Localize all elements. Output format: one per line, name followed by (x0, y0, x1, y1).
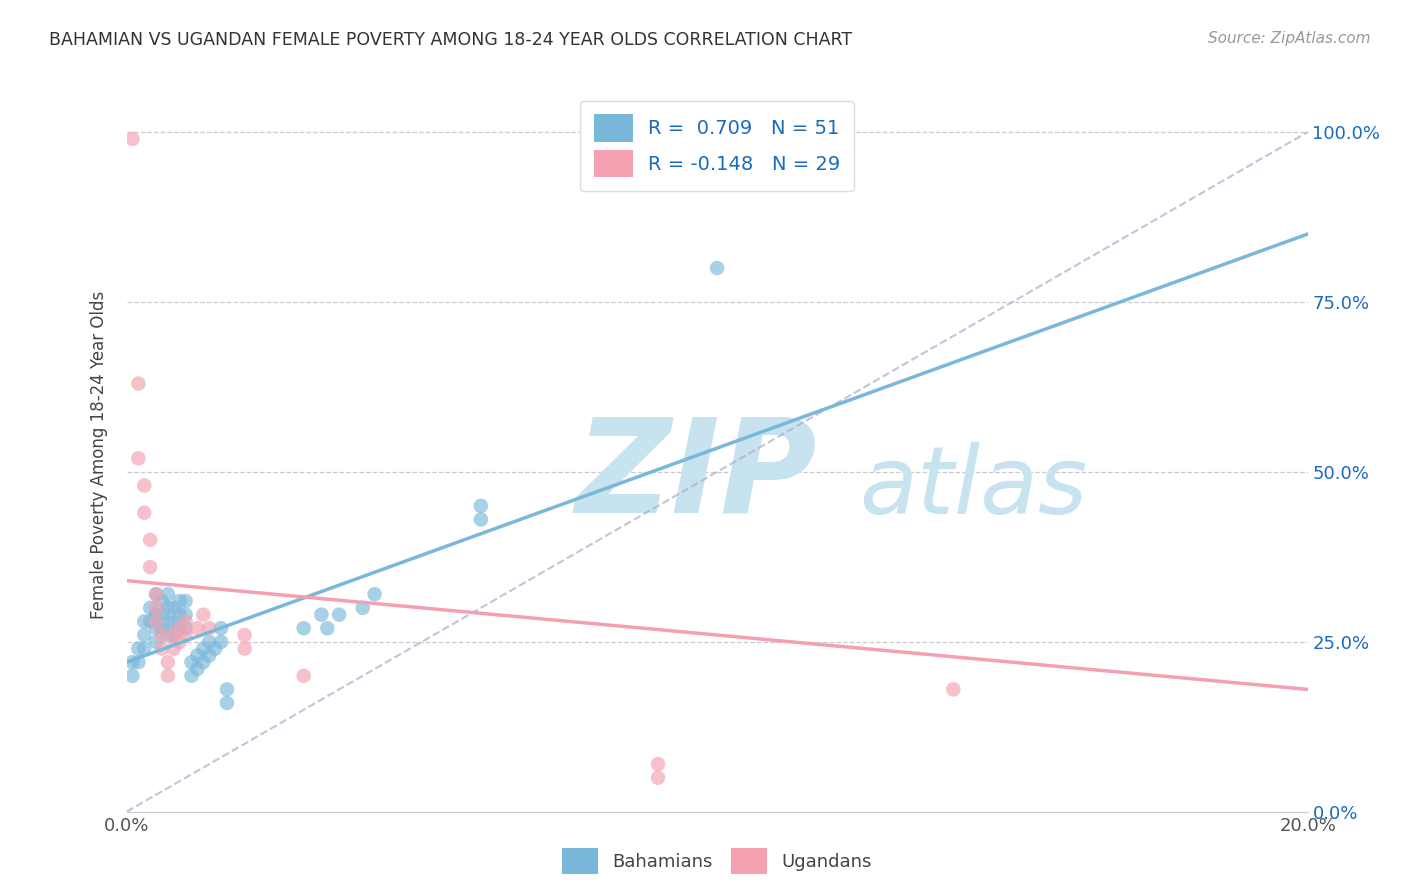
Point (150, 594, 173, 608)
Point (134, 628, 156, 642)
Point (169, 607, 191, 622)
Point (156, 587, 179, 601)
Point (163, 641, 186, 656)
Point (156, 600, 179, 615)
Point (169, 621, 191, 635)
Point (169, 594, 191, 608)
Point (163, 600, 186, 615)
Point (156, 628, 179, 642)
Point (193, 641, 215, 656)
Point (198, 621, 221, 635)
Point (174, 607, 197, 622)
Point (352, 600, 374, 615)
Point (292, 621, 315, 635)
Point (156, 615, 179, 629)
Point (150, 621, 173, 635)
Point (174, 621, 197, 635)
Point (163, 628, 186, 642)
Point (204, 641, 226, 656)
Text: Source: ZipAtlas.com: Source: ZipAtlas.com (1208, 31, 1371, 46)
Point (470, 499, 492, 513)
Point (209, 635, 232, 649)
Point (150, 607, 173, 622)
Point (311, 607, 333, 622)
Point (139, 533, 162, 547)
Point (139, 560, 162, 574)
Point (174, 628, 197, 642)
Point (180, 669, 202, 683)
Point (215, 696, 238, 710)
Point (145, 635, 167, 649)
Point (121, 655, 143, 669)
Point (174, 594, 197, 608)
Point (139, 600, 162, 615)
Text: ZIP: ZIP (575, 413, 817, 540)
Point (145, 607, 167, 622)
Point (150, 628, 173, 642)
Text: atlas: atlas (859, 442, 1087, 533)
Point (134, 615, 156, 629)
Text: BAHAMIAN VS UGANDAN FEMALE POVERTY AMONG 18-24 YEAR OLDS CORRELATION CHART: BAHAMIAN VS UGANDAN FEMALE POVERTY AMONG… (49, 31, 852, 49)
Point (145, 600, 167, 615)
Point (209, 621, 232, 635)
Point (127, 641, 149, 656)
Point (156, 669, 179, 683)
Point (121, 132, 143, 146)
Point (134, 641, 156, 656)
Point (470, 512, 492, 526)
Point (186, 648, 208, 663)
Point (180, 655, 202, 669)
Point (193, 655, 215, 669)
Point (145, 587, 167, 601)
Point (706, 260, 728, 275)
Point (169, 635, 191, 649)
Point (647, 771, 669, 785)
Point (156, 655, 179, 669)
Point (292, 669, 315, 683)
Point (145, 621, 167, 635)
Point (139, 615, 162, 629)
Point (145, 587, 167, 601)
Point (134, 506, 156, 520)
Point (163, 615, 186, 629)
Point (163, 628, 186, 642)
Point (169, 621, 191, 635)
Point (145, 615, 167, 629)
Point (186, 662, 208, 676)
Point (127, 376, 149, 391)
Point (215, 682, 238, 697)
Point (193, 607, 215, 622)
Point (127, 655, 149, 669)
Point (127, 451, 149, 466)
Point (121, 669, 143, 683)
Point (942, 682, 965, 697)
Point (186, 621, 208, 635)
Point (150, 641, 173, 656)
Point (316, 621, 339, 635)
Point (198, 648, 221, 663)
Point (233, 628, 256, 642)
Legend: Bahamians, Ugandans: Bahamians, Ugandans (555, 841, 879, 881)
Point (647, 757, 669, 772)
Point (328, 607, 350, 622)
Point (233, 641, 256, 656)
Point (174, 615, 197, 629)
Y-axis label: Female Poverty Among 18-24 Year Olds: Female Poverty Among 18-24 Year Olds (90, 291, 108, 619)
Point (198, 635, 221, 649)
Point (363, 587, 385, 601)
Point (134, 478, 156, 492)
